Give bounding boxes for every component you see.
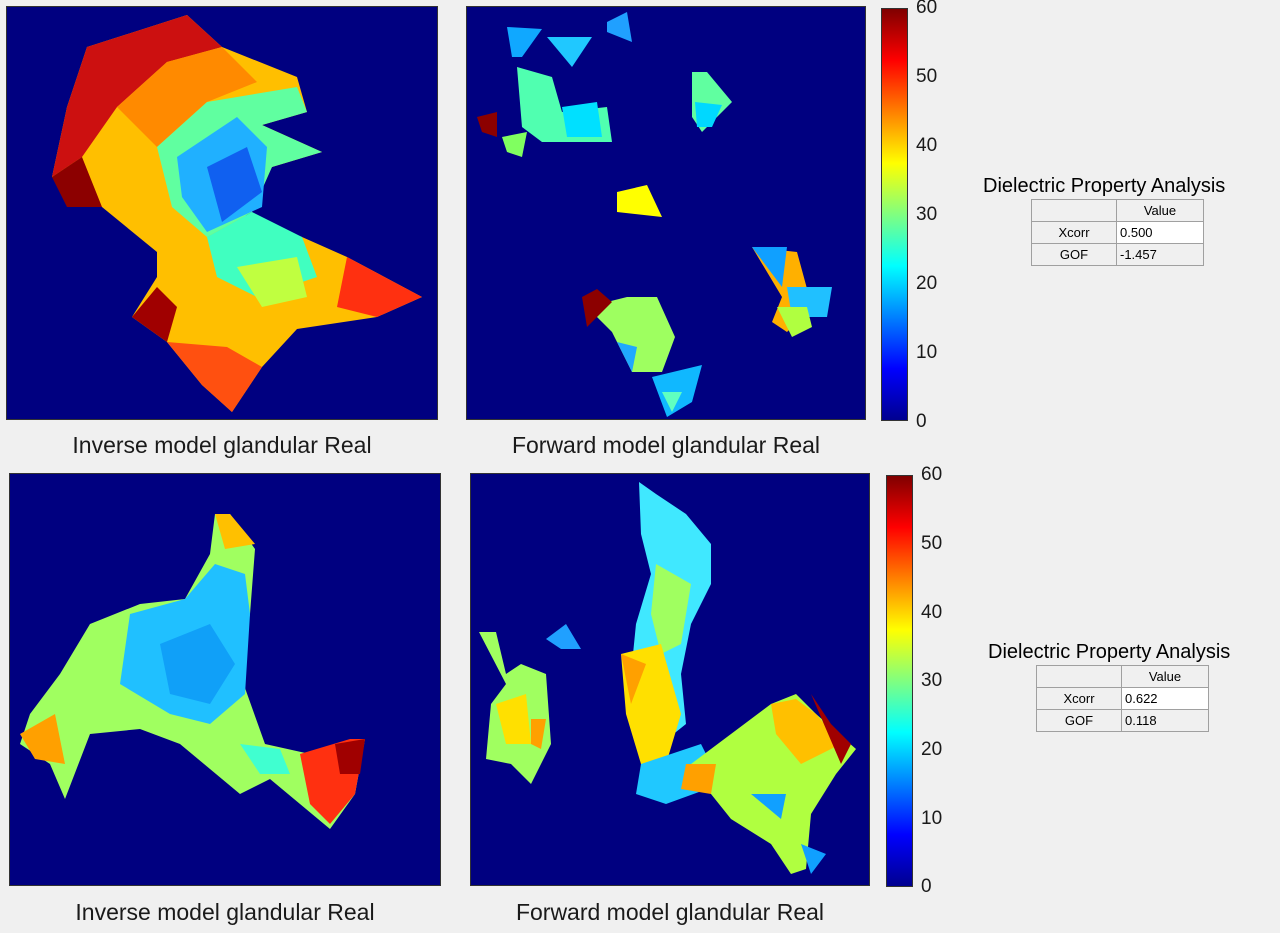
cell-value[interactable]: 0.118	[1121, 709, 1209, 732]
column-header: Value	[1121, 665, 1209, 688]
colorbar-bottom	[886, 475, 913, 887]
plot-forward-bottom	[470, 473, 870, 886]
table-row: Xcorr 0.622	[1036, 687, 1209, 710]
table-corner	[1031, 199, 1117, 222]
analysis-table: Value Xcorr 0.622 GOF 0.118	[1036, 665, 1209, 732]
analysis-table: Value Xcorr 0.500 GOF -1.457	[1031, 199, 1204, 266]
cell-value[interactable]: 0.500	[1116, 221, 1204, 244]
colorbar-tick: 60	[921, 464, 943, 485]
colorbar-tick: 10	[921, 808, 943, 829]
plot-forward-top	[466, 6, 866, 420]
colorbar-tick: 10	[916, 342, 938, 363]
colorbar-tick: 20	[916, 273, 938, 294]
table-row: Xcorr 0.500	[1031, 221, 1204, 244]
colorbar-tick: 0	[921, 876, 932, 897]
heatmap-forward-top	[477, 12, 832, 417]
heatmap-forward-bottom	[479, 482, 856, 874]
colorbar-tick: 50	[916, 66, 938, 87]
colorbar-tick: 30	[916, 204, 938, 225]
row-label: GOF	[1036, 709, 1122, 732]
heatmap-inverse-bottom	[20, 514, 365, 829]
colorbar-tick: 20	[921, 739, 943, 760]
row-label: Xcorr	[1036, 687, 1122, 710]
plot-inverse-top	[6, 6, 438, 420]
panel-caption: Forward model glandular Real	[511, 432, 821, 458]
colorbar-tick: 50	[921, 533, 943, 554]
table-row: GOF -1.457	[1031, 243, 1204, 266]
panel-caption: Forward model glandular Real	[515, 899, 825, 925]
colorbar-tick: 40	[921, 602, 943, 623]
panel-caption: Inverse model glandular Real	[72, 432, 372, 458]
colorbar-tick: 0	[916, 411, 927, 432]
row-label: Xcorr	[1031, 221, 1117, 244]
colorbar-top	[881, 8, 908, 421]
panel-caption: Inverse model glandular Real	[75, 899, 375, 925]
cell-value[interactable]: -1.457	[1116, 243, 1204, 266]
analysis-title: Dielectric Property Analysis	[988, 641, 1231, 663]
row-label: GOF	[1031, 243, 1117, 266]
table-row: GOF 0.118	[1036, 709, 1209, 732]
table-corner	[1036, 665, 1122, 688]
analysis-title: Dielectric Property Analysis	[983, 175, 1226, 197]
column-header: Value	[1116, 199, 1204, 222]
heatmap-inverse-top	[52, 15, 422, 412]
colorbar-tick: 60	[916, 0, 938, 18]
colorbar-tick: 30	[921, 670, 943, 691]
plot-inverse-bottom	[9, 473, 441, 886]
colorbar-tick: 40	[916, 135, 938, 156]
cell-value[interactable]: 0.622	[1121, 687, 1209, 710]
